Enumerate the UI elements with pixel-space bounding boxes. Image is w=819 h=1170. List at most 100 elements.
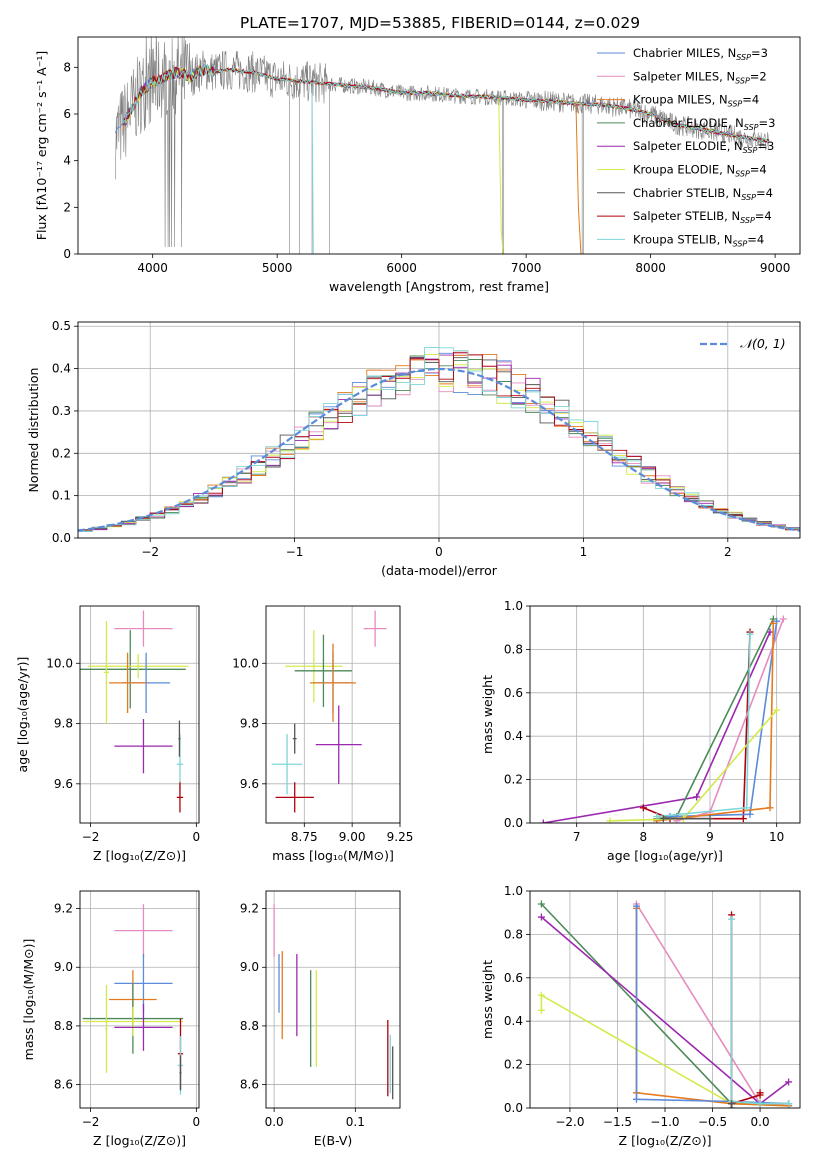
x-tick-label: 0.1 [346,1115,365,1129]
mass-weight-vs-Z-panel: −2.0 −1.5 −1.0 −0.5 0.0 0.0 0.2 0.4 0.6 0.8 1.0 Z [… [480,884,801,1148]
legend-entry: Kroupa STELIB, NSSP=4 [633,232,764,248]
axes-frame [77,321,801,539]
spectrum-gap [311,82,330,254]
y-tick-label: 0.4 [504,1014,523,1028]
weight-line-8 [730,919,789,1105]
x-axis-label: Z [log₁₀(Z/Z⊙)] [619,1133,712,1148]
model-dropout [311,85,314,254]
legend-entry: 𝒩(0, 1) [740,336,786,351]
y-tick-label: 0.0 [504,816,523,830]
y-tick-label: 9.2 [240,902,259,916]
age-vs-Z-panel: −2 0 9.6 9.8 10.0 Z [log₁₀(Z/Z⊙)] age [log₁₀(a… [15,605,200,863]
weight-marker [693,793,701,801]
legend-entry-name: Chabrier STELIB, N [633,186,741,200]
y-tick-label: 0.8 [504,642,523,656]
mass-weight-vs-age-panel: 7 8 9 10 0.0 0.2 0.4 0.6 0.8 1.0 age [log₁₀(age/yr… [480,599,801,863]
x-tick-label: 2 [724,545,732,559]
y-tick-label: 0.8 [504,927,523,941]
weight-marker [728,1104,736,1108]
weight-line-3 [656,618,775,820]
x-axis-label: mass [log₁₀(M/M⊙)] [272,848,394,863]
axes-frame [79,890,200,1109]
legend-entry-suffix: =4 [747,232,764,246]
y-tick-label: 9.8 [240,717,259,731]
x-tick-label: −2 [82,830,100,844]
x-tick-label: 9000 [760,261,791,275]
weight-marker [728,915,736,923]
legend-entry-name: Kroupa STELIB, N [633,232,733,246]
weight-marker [746,630,754,638]
y-axis-label: Flux [fλ10⁻¹⁷ erg cm⁻² s⁻¹ A⁻¹] [34,51,49,240]
weight-marker [756,1100,764,1108]
y-axis-label: mass weight [480,960,495,1039]
x-tick-label: 5000 [262,261,293,275]
x-tick-label: 1 [580,545,588,559]
y-tick-label: 9.6 [240,777,259,791]
x-tick-label: 8000 [635,261,666,275]
legend-entry-sub: SSP [735,76,750,85]
figure-title: PLATE=1707, MJD=53885, FIBERID=0144, z=0… [240,14,640,32]
y-tick-label: 8.8 [54,1019,73,1033]
spectrum-gap [289,80,300,254]
legend-entry-name: Chabrier MILES, N [633,46,736,60]
y-tick-label: 0.1 [52,489,71,503]
y-tick-label: 0.2 [504,1058,523,1072]
weight-marker [785,1078,793,1086]
x-tick-label: 0.0 [265,1115,284,1129]
legend-entry-suffix: =4 [750,163,767,177]
weight-marker [739,815,747,823]
weight-marker [539,819,547,823]
y-tick-label: 9.6 [54,777,73,791]
x-tick-label: 10 [769,830,784,844]
x-axis-label: Z [log₁₀(Z/Z⊙)] [93,1133,186,1148]
y-axis-label: mass weight [480,675,495,754]
legend-entry: Chabrier STELIB, NSSP=4 [633,186,773,202]
residuals-panel: −2 −1 0 1 2 0.0 0.1 0.2 0.3 0.4 0.5 (data-model)/er… [26,319,801,578]
legend-entry-name: Salpeter STELIB, N [633,209,740,223]
x-tick-label: 7000 [511,261,542,275]
y-tick-label: 0.0 [504,1101,523,1115]
weight-line-8 [656,634,751,818]
axes-frame [265,605,401,824]
x-tick-label: 8 [640,830,648,844]
y-tick-label: 8.8 [240,1019,259,1033]
x-tick-label: 9 [706,830,714,844]
x-axis-label: Z [log₁₀(Z/Z⊙)] [93,848,186,863]
weight-marker [606,817,614,823]
legend-entry-name: Salpeter ELODIE, N [633,139,743,153]
legend-entry: Salpeter MILES, NSSP=2 [633,69,767,85]
legend-entry-suffix: =4 [756,186,773,200]
spectrum-gap [581,103,584,254]
legend-entry-sub: SSP [736,53,751,62]
x-tick-label: 4000 [137,261,168,275]
axes-frame [529,890,801,1109]
x-tick-label: 6000 [386,261,417,275]
legend-entry-sub: SSP [740,216,755,225]
weight-marker [773,706,781,714]
y-tick-label: 9.8 [54,717,73,731]
x-tick-label: −2.0 [555,1115,584,1129]
axes-frame [79,605,200,824]
legend-entry-sub: SSP [744,123,759,132]
spectrum-gap [502,97,505,254]
legend-entry-name: Kroupa ELODIE, N [633,163,735,177]
weight-marker [706,815,714,823]
weight-marker [537,991,545,999]
y-tick-label: 9.0 [54,960,73,974]
y-tick-label: 2 [63,200,71,214]
model-dropout [575,102,582,254]
weight-marker [785,1100,793,1108]
weight-marker [746,810,754,818]
weight-line-1 [543,631,771,823]
y-axis-label: mass [log₁₀(M/M⊙)] [21,939,36,1061]
x-tick-label: 0 [193,1115,201,1129]
x-tick-label: −2 [141,545,159,559]
y-tick-label: 0.6 [504,971,523,985]
legend-entry-name: Kroupa MILES, N [633,93,728,107]
y-tick-label: 0.3 [52,404,71,418]
legend-entry-sub: SSP [733,239,748,248]
legend-entry: Chabrier ELODIE, NSSP=3 [633,116,775,132]
y-tick-label: 9.2 [54,902,73,916]
